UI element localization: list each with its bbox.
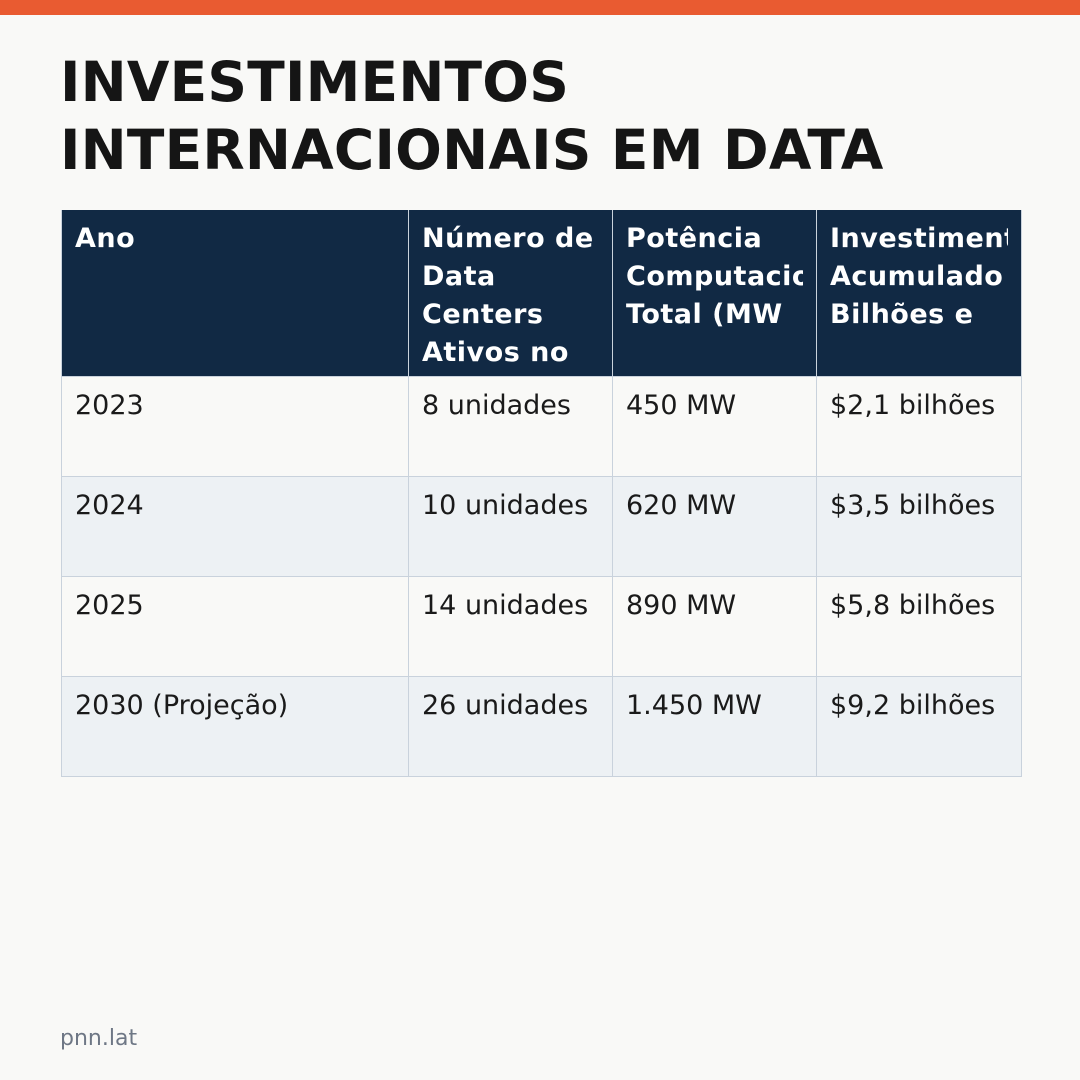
accent-bar xyxy=(0,0,1080,15)
column-header-investimento: Investimento Acumulado Bilhões e xyxy=(816,210,1022,377)
cell-ano: 2023 xyxy=(61,375,409,477)
column-header-ano: Ano xyxy=(61,210,409,377)
site-footer: pnn.lat xyxy=(60,1026,138,1051)
column-header-data-centers: Número de Data Centers Ativos no xyxy=(408,210,613,377)
cell-ano: 2024 xyxy=(61,475,409,577)
cell-data-centers: 26 unidades xyxy=(408,675,613,777)
cell-ano: 2025 xyxy=(61,575,409,677)
table-header-row: Ano Número de Data Centers Ativos no Pot… xyxy=(61,210,1022,377)
cell-investimento: $3,5 bilhões xyxy=(816,475,1022,577)
cell-investimento: $5,8 bilhões xyxy=(816,575,1022,677)
cell-data-centers: 10 unidades xyxy=(408,475,613,577)
table-row: 2024 10 unidades 620 MW $3,5 bilhões xyxy=(61,475,1022,577)
cell-ano: 2030 (Projeção) xyxy=(61,675,409,777)
cell-investimento: $2,1 bilhões xyxy=(816,375,1022,477)
cell-investimento: $9,2 bilhões xyxy=(816,675,1022,777)
column-header-potencia: Potência Computacional Total (MW xyxy=(612,210,817,377)
cell-potencia: 890 MW xyxy=(612,575,817,677)
cell-potencia: 450 MW xyxy=(612,375,817,477)
table-row: 2030 (Projeção) 26 unidades 1.450 MW $9,… xyxy=(61,675,1022,777)
cell-data-centers: 14 unidades xyxy=(408,575,613,677)
cell-potencia: 620 MW xyxy=(612,475,817,577)
cell-data-centers: 8 unidades xyxy=(408,375,613,477)
page-title: INVESTIMENTOS INTERNACIONAIS EM DATA xyxy=(60,50,884,182)
table-row: 2023 8 unidades 450 MW $2,1 bilhões xyxy=(61,375,1022,477)
table-row: 2025 14 unidades 890 MW $5,8 bilhões xyxy=(61,575,1022,677)
data-table: Ano Número de Data Centers Ativos no Pot… xyxy=(61,210,1022,777)
cell-potencia: 1.450 MW xyxy=(612,675,817,777)
